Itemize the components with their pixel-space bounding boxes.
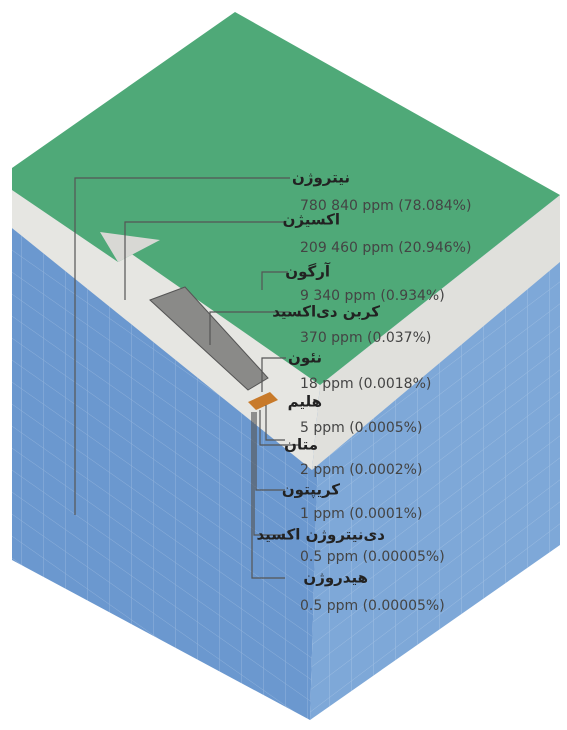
air-layer-right <box>312 195 560 470</box>
item-amount: 2 ppm (0.0002%) <box>300 462 422 478</box>
item-amount: 5 ppm (0.0005%) <box>300 420 422 436</box>
item-name: متان <box>284 436 318 454</box>
trace-gas-slab <box>248 392 278 410</box>
item-amount: 780 840 ppm (78.084%) <box>300 198 471 214</box>
item-amount: 18 ppm (0.0018%) <box>300 376 431 392</box>
item-amount: 1 ppm (0.0001%) <box>300 506 422 522</box>
leader-line <box>253 412 285 536</box>
item-name: کربن دی‌اکسید <box>272 303 380 321</box>
right-grid <box>310 195 560 720</box>
item-amount: 370 ppm (0.037%) <box>300 330 431 346</box>
item-amount: 0.5 ppm (0.00005%) <box>300 549 445 565</box>
argon-slab <box>149 286 269 391</box>
leader-line <box>74 177 290 515</box>
item-name: هیدروژن <box>303 569 368 587</box>
top-face <box>12 12 560 385</box>
leader-line <box>251 412 285 579</box>
item-name: نیتروژن <box>292 169 350 187</box>
item-name: نئون <box>288 349 322 367</box>
leader-line <box>255 412 285 491</box>
leader-line <box>261 357 286 392</box>
item-name: دی‌نیتروژن اکسید <box>256 526 385 544</box>
item-name: اکسیژن <box>283 211 340 229</box>
leader-line <box>124 221 285 300</box>
leader-line <box>265 405 285 441</box>
step <box>100 232 160 262</box>
leader-line <box>261 271 288 290</box>
item-amount: 0.5 ppm (0.00005%) <box>300 598 445 614</box>
cube <box>12 12 560 720</box>
item-amount: 9 340 ppm (0.934%) <box>300 288 445 304</box>
leader-line <box>209 311 290 345</box>
leader-lines <box>74 177 300 579</box>
air-layer-left <box>12 168 320 470</box>
item-amount: 209 460 ppm (20.946%) <box>300 240 471 256</box>
labels: نیتروژن 780 840 ppm (78.084%)اکسیژن 209 46… <box>256 169 471 615</box>
item-name: آرگون <box>285 263 331 281</box>
left-grid <box>12 168 320 720</box>
item-name: هلیم <box>288 393 322 411</box>
item-name: کریپتون <box>282 481 340 500</box>
leader-line <box>259 410 300 446</box>
